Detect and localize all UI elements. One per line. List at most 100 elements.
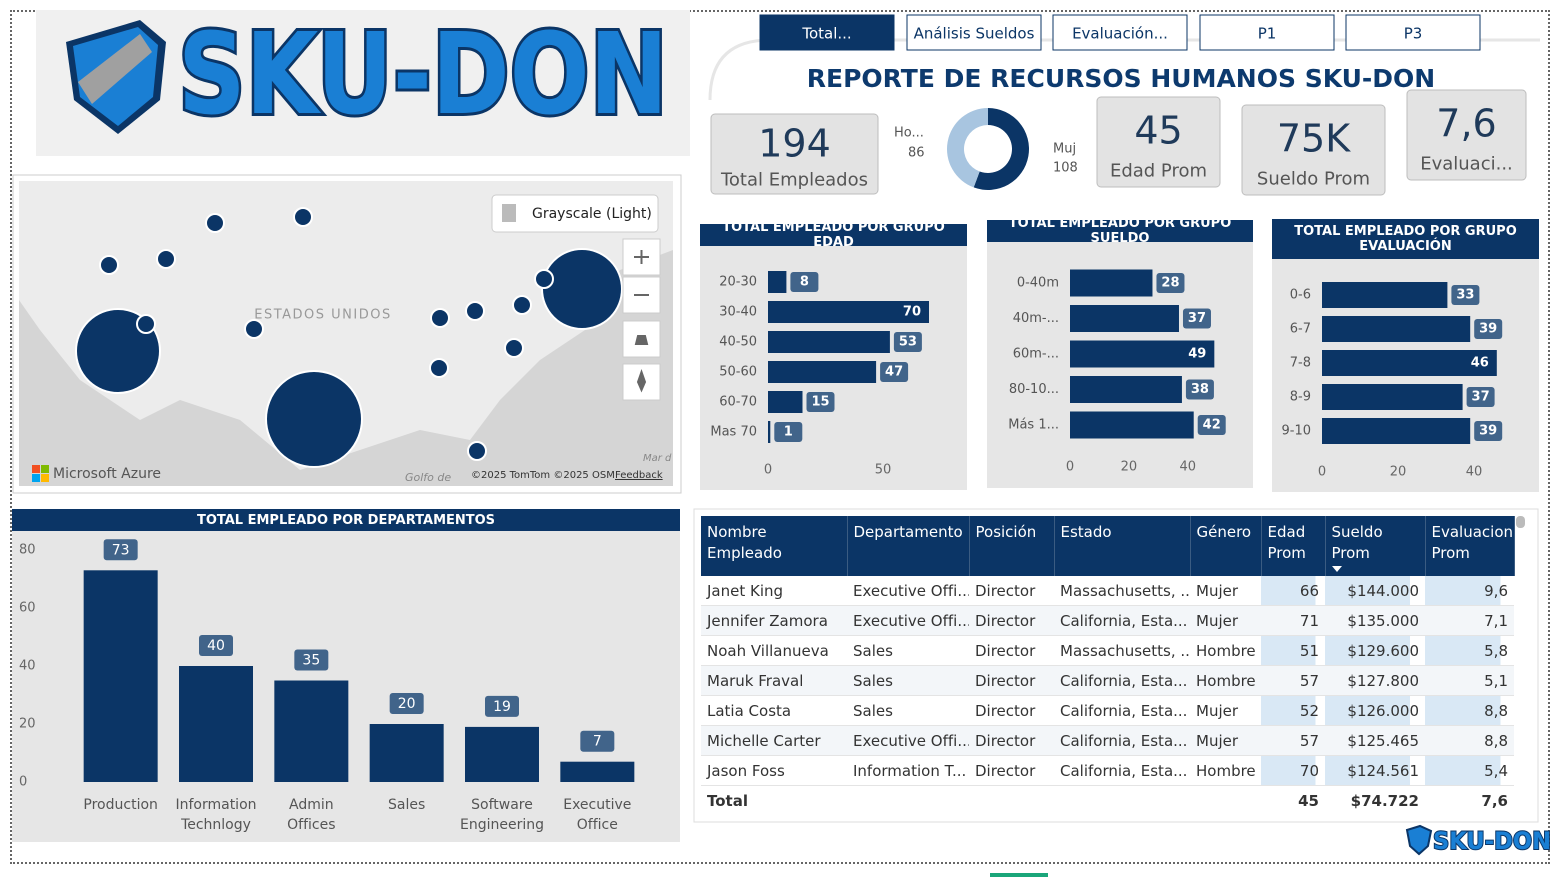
- value-label: 38: [1191, 382, 1209, 397]
- bar: [1322, 384, 1463, 410]
- value-label-box: [389, 693, 424, 714]
- kpi-value: 7,6: [1436, 102, 1496, 146]
- bar: [768, 271, 787, 293]
- value-label-box: [1474, 421, 1503, 441]
- column-header: Departamento: [847, 516, 970, 576]
- x-tick-label: 40: [1180, 460, 1197, 475]
- table-cell: Jennifer Zamora: [701, 605, 847, 636]
- tab-label[interactable]: Análisis Sueldos: [914, 25, 1035, 43]
- map-feedback[interactable]: Feedback: [615, 470, 663, 481]
- table-row: Latia Costa Sales Director California, Esta…: [701, 695, 1514, 726]
- column-header: Estado: [1054, 516, 1191, 576]
- value-label-box: [1451, 285, 1480, 305]
- tab[interactable]: [1199, 14, 1335, 51]
- kpi-card: [710, 113, 879, 195]
- value-label: 19: [493, 699, 511, 715]
- map-copyright: ©2025 TomTom ©2025 OSM: [471, 470, 615, 481]
- donut-value: 86: [908, 146, 925, 161]
- value-label: 8: [800, 275, 809, 290]
- map-provider: Microsoft Azure: [53, 466, 161, 482]
- x-tick-label: 0: [1066, 460, 1074, 475]
- x-tick-label: 0: [1318, 465, 1326, 480]
- total-row: Total 45 $74.722 7,6: [701, 785, 1514, 815]
- x-tick-label: 0: [764, 463, 772, 478]
- y-category-label: 30-40: [719, 305, 757, 320]
- tab[interactable]: [906, 14, 1042, 51]
- y-category-label: 60m-...: [1013, 347, 1059, 362]
- table-cell: 70: [1261, 755, 1325, 786]
- map-control-icons: [634, 250, 649, 393]
- chart-title-bar: [987, 220, 1253, 242]
- tab[interactable]: [759, 14, 895, 51]
- column-header: Evaluacion Prom: [1425, 516, 1515, 576]
- y-tick-label: 0: [19, 775, 27, 790]
- value-label: 46: [1471, 356, 1489, 371]
- table-cell: Director: [969, 695, 1054, 726]
- kpi-value: 45: [1134, 109, 1182, 153]
- value-label: 40: [207, 638, 225, 654]
- kpi-value: 75K: [1277, 117, 1351, 161]
- bar: [1070, 411, 1194, 439]
- table-cell: Executive Offi...: [847, 576, 969, 606]
- table-header: Nombre Empleado Departamento Posición Estad…: [701, 516, 1515, 576]
- bar: [179, 666, 253, 782]
- table-cell: 5,4: [1425, 755, 1514, 786]
- x-category-label: Information Technlogy: [175, 797, 257, 833]
- table-cell: 57: [1261, 725, 1325, 756]
- employee-table: Nombre Empleado Departamento Posición Estad…: [701, 516, 1515, 815]
- table-cell: Sales: [847, 665, 969, 696]
- value-label: 7: [593, 734, 602, 750]
- y-category-label: 20-30: [719, 275, 757, 290]
- total-cell: 45: [1261, 785, 1325, 815]
- tab-label[interactable]: P3: [1404, 25, 1423, 43]
- table-cell: Director: [969, 665, 1054, 696]
- value-label-box: [806, 392, 835, 412]
- table-cell: Michelle Carter: [701, 725, 847, 756]
- value-label-box: [580, 730, 615, 752]
- table-cell: 8,8: [1425, 725, 1514, 756]
- table-cell: 5,8: [1425, 635, 1514, 666]
- chart-title-bar: [1272, 219, 1539, 259]
- table-cell: Director: [969, 635, 1054, 666]
- map-gulf: Golfo de: [405, 471, 451, 484]
- table-cell: Mujer: [1190, 725, 1261, 756]
- y-tick-label: 20: [19, 717, 36, 732]
- value-label: 39: [1479, 322, 1497, 337]
- tab[interactable]: [1052, 14, 1188, 51]
- value-label: 28: [1161, 276, 1179, 291]
- tab[interactable]: [1345, 14, 1481, 51]
- table-scrollbar: [1516, 516, 1525, 528]
- kpi-label: Edad Prom: [1110, 161, 1207, 182]
- y-category-label: 40-50: [719, 335, 757, 350]
- chart-title: TOTAL EMPLEADO POR GRUPO EVALUACIÓN: [1294, 224, 1517, 254]
- donut-category: Ho...: [894, 126, 924, 141]
- table-cell: Massachusetts, ...: [1054, 576, 1190, 606]
- table-cell: 71: [1261, 605, 1325, 636]
- bar: [1322, 316, 1471, 342]
- value-label: 73: [112, 542, 130, 558]
- bar: [369, 724, 444, 782]
- bar: [1070, 305, 1179, 332]
- table-cell: Mujer: [1190, 605, 1261, 636]
- table-cell: Executive Offi...: [847, 725, 969, 756]
- kpi-value: 194: [758, 122, 831, 166]
- y-category-label: 6-7: [1290, 322, 1311, 337]
- chart-panel: [700, 224, 967, 490]
- table-row: Michelle Carter Executive Offi... Director…: [701, 725, 1514, 756]
- tab-label[interactable]: Total...: [801, 25, 851, 43]
- column-header: Edad Prom: [1261, 516, 1326, 576]
- kpi-card: [1241, 104, 1386, 196]
- value-label-box: [790, 272, 819, 292]
- y-category-label: 8-9: [1290, 390, 1311, 405]
- bar: [1070, 340, 1215, 368]
- tab-label[interactable]: Evaluación...: [1072, 25, 1168, 43]
- x-tick-label: 20: [1121, 460, 1138, 475]
- tab-label[interactable]: P1: [1258, 25, 1277, 43]
- map-style-button[interactable]: [491, 194, 659, 233]
- table-cell: Latia Costa: [701, 695, 847, 726]
- table-cell: Director: [969, 755, 1054, 786]
- value-label-box: [1156, 273, 1185, 293]
- donut-category: Muj: [1053, 142, 1076, 157]
- table-cell: Jason Foss: [701, 755, 847, 786]
- y-tick-label: 80: [19, 543, 36, 558]
